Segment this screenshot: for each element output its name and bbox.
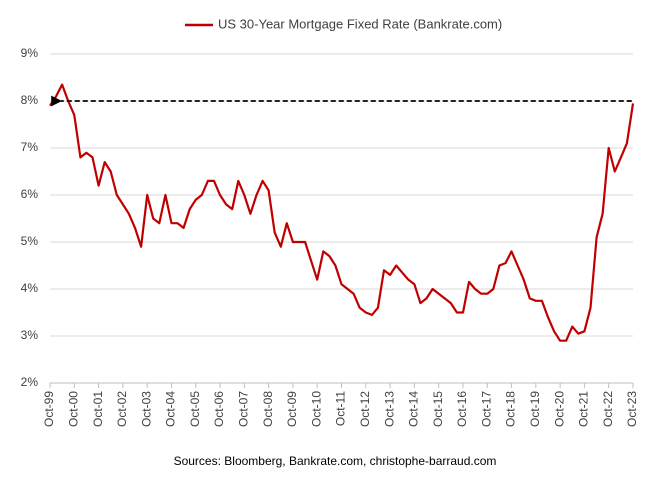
x-tick-label: Oct-19: [528, 391, 542, 427]
x-tick-label: Oct-03: [139, 391, 153, 427]
y-tick-label: 5%: [21, 234, 39, 248]
y-tick-label: 7%: [21, 140, 39, 154]
y-tick-label: 4%: [21, 281, 39, 295]
y-tick-label: 2%: [21, 375, 39, 389]
x-tick-label: Oct-17: [479, 391, 493, 427]
x-tick-label: Oct-09: [285, 391, 299, 427]
x-tick-label: Oct-18: [504, 391, 518, 427]
x-tick-label: Oct-05: [188, 391, 202, 427]
x-tick-label: Oct-07: [237, 391, 251, 427]
legend-label: US 30-Year Mortgage Fixed Rate (Bankrate…: [218, 16, 502, 31]
x-tick-label: Oct-22: [601, 391, 615, 427]
x-tick-label: Oct-12: [358, 391, 372, 427]
x-tick-label: Oct-08: [261, 391, 275, 427]
series-line: [49, 83, 635, 342]
x-tick-label: Oct-06: [212, 391, 226, 427]
y-tick-label: 9%: [21, 46, 39, 60]
x-tick-label: Oct-00: [66, 391, 80, 427]
y-tick-label: 3%: [21, 328, 39, 342]
x-tick-label: Oct-15: [431, 391, 445, 427]
x-tick-label: Oct-99: [42, 391, 56, 427]
x-tick-label: Oct-21: [577, 391, 591, 427]
x-tick-label: Oct-23: [625, 391, 639, 427]
y-tick-label: 6%: [21, 187, 39, 201]
x-tick-label: Oct-13: [382, 391, 396, 427]
x-tick-label: Oct-10: [309, 391, 323, 427]
x-tick-label: Oct-01: [91, 391, 105, 427]
y-tick-label: 8%: [21, 93, 39, 107]
x-tick-label: Oct-04: [164, 391, 178, 427]
x-tick-label: Oct-16: [455, 391, 469, 427]
source: Sources: Bloomberg, Bankrate.com, christ…: [174, 454, 497, 468]
x-tick-label: Oct-02: [115, 391, 129, 427]
x-tick-label: Oct-14: [407, 391, 421, 427]
x-tick-label: Oct-20: [552, 391, 566, 427]
x-tick-label: Oct-11: [334, 391, 348, 426]
